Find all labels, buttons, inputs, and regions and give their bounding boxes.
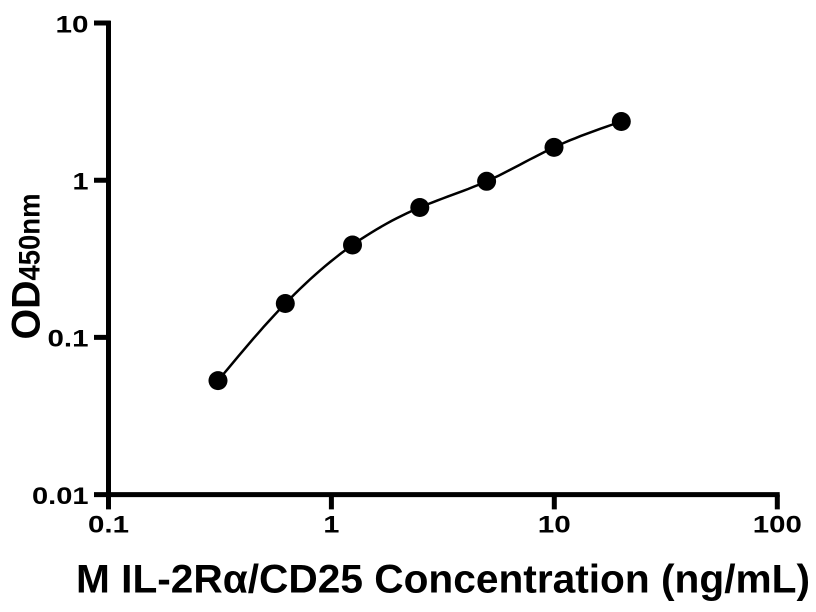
svg-text:0.01: 0.01	[32, 483, 89, 510]
svg-text:10: 10	[56, 11, 89, 38]
svg-text:100: 100	[753, 512, 802, 539]
svg-text:0.1: 0.1	[88, 512, 129, 539]
svg-text:1: 1	[323, 512, 339, 539]
svg-text:OD450nm: OD450nm	[5, 194, 49, 340]
svg-text:1: 1	[73, 169, 89, 196]
svg-text:10: 10	[538, 512, 571, 539]
svg-text:M IL-2Rα/CD25 Concentration (n: M IL-2Rα/CD25 Concentration (ng/mL)	[76, 558, 810, 602]
svg-text:0.1: 0.1	[48, 326, 89, 353]
